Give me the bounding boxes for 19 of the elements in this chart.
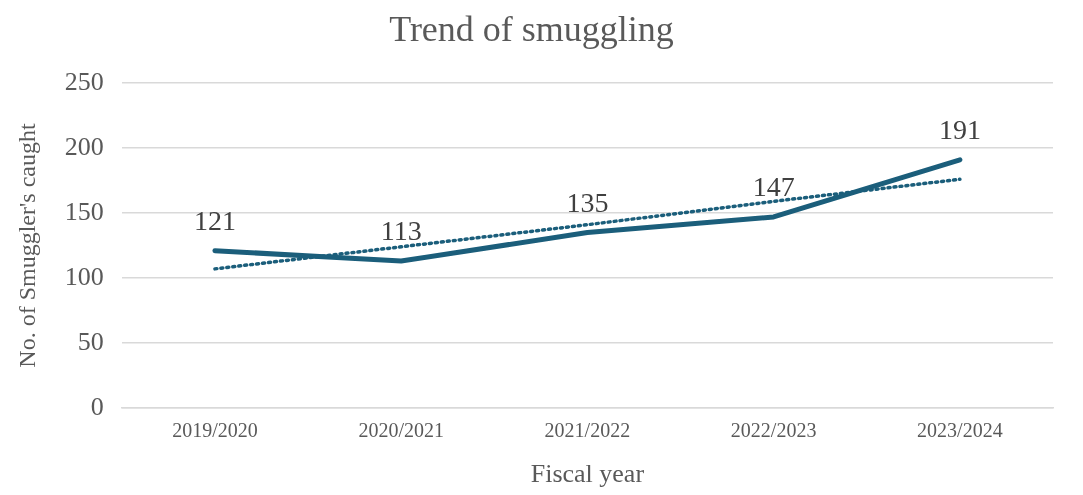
data-label: 191: [938, 114, 981, 146]
data-label: 121: [193, 205, 236, 237]
data-label: 135: [566, 186, 609, 218]
x-axis-title: Fiscal year: [530, 459, 645, 489]
y-tick-label: 250: [64, 67, 104, 97]
x-tick-label: 2023/2024: [917, 419, 1003, 442]
x-tick-label: 2020/2021: [358, 419, 444, 442]
y-tick-label: 0: [90, 391, 104, 421]
y-tick-label: 200: [64, 131, 104, 161]
x-tick-label: 2019/2020: [172, 419, 258, 442]
x-tick-label: 2022/2023: [730, 419, 817, 442]
x-tick-label: 2021/2022: [544, 419, 631, 442]
data-label: 147: [752, 171, 795, 203]
data-label: 113: [380, 215, 422, 247]
y-tick-label: 50: [77, 326, 104, 356]
chart-title: Trend of smuggling: [389, 9, 674, 50]
y-tick-label: 100: [64, 261, 104, 291]
y-tick-label: 150: [64, 196, 104, 226]
y-axis-title: No. of Smuggler's caught: [13, 123, 40, 368]
